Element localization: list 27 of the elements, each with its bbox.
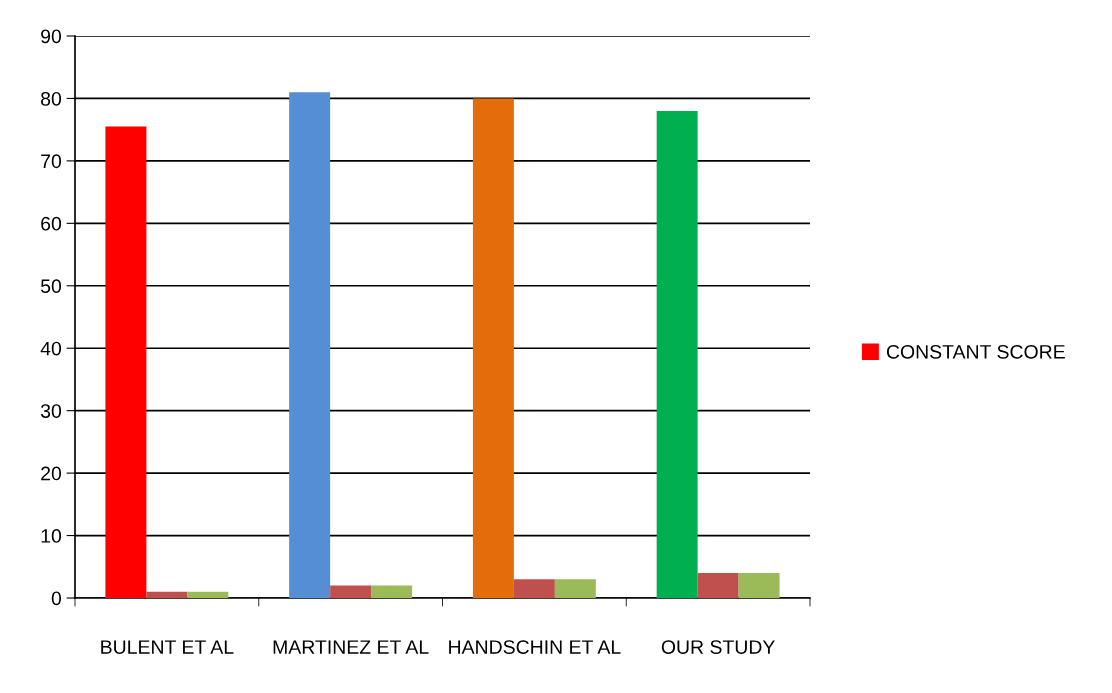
bar bbox=[187, 591, 229, 598]
y-tick-label: 90 bbox=[41, 29, 62, 44]
y-tick-label: 30 bbox=[40, 404, 62, 418]
bar bbox=[146, 591, 188, 598]
y-tick-label: 10 bbox=[41, 529, 62, 543]
x-tick-label: OUR STUDY bbox=[661, 640, 775, 654]
y-tick-label: 50 bbox=[40, 279, 62, 294]
y-tick-label: 40 bbox=[40, 341, 62, 356]
y-tick-label: 0 bbox=[51, 591, 62, 606]
y-tick-label: 80 bbox=[41, 91, 62, 106]
bar bbox=[513, 579, 555, 598]
bar bbox=[105, 126, 147, 598]
bar bbox=[330, 585, 372, 598]
y-tick-label: 60 bbox=[41, 216, 62, 231]
bar bbox=[472, 98, 514, 598]
bar bbox=[656, 110, 698, 598]
y-tick-label: 70 bbox=[41, 154, 62, 169]
bar bbox=[697, 573, 739, 598]
x-tick-label: HANDSCHIN ET AL bbox=[449, 640, 621, 654]
x-tick-label: BULENT ET AL bbox=[101, 640, 234, 654]
legend-label: CONSTANT SCORE bbox=[886, 344, 1065, 359]
y-tick-label: 20 bbox=[41, 466, 62, 481]
bar bbox=[738, 573, 780, 598]
bar bbox=[289, 92, 331, 598]
bar bbox=[371, 585, 413, 598]
bar bbox=[554, 579, 596, 598]
x-tick-label: MARTINEZ ET AL bbox=[273, 640, 429, 654]
